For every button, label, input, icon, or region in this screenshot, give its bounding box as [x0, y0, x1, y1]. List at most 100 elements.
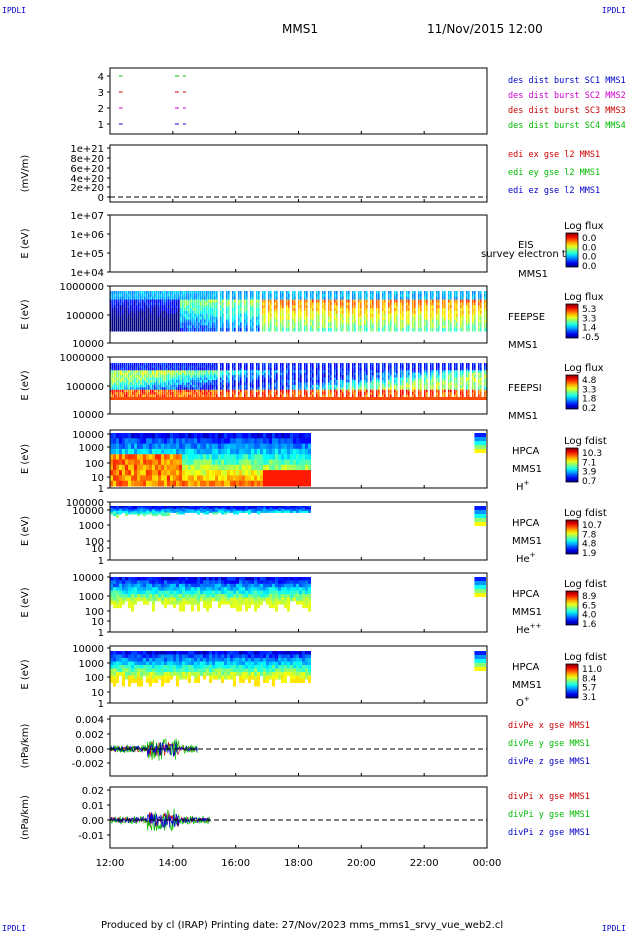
spectrogram-cell	[220, 308, 222, 312]
spectrogram-cell	[376, 365, 378, 369]
spectrogram-cell	[484, 302, 486, 306]
spectrogram-cell	[270, 389, 272, 393]
spectrogram-cell	[124, 291, 126, 295]
spectrogram-cell	[192, 380, 194, 383]
spectrogram-cell	[122, 370, 124, 374]
spectrogram-cell	[444, 316, 446, 321]
spectrogram-cell	[218, 448, 221, 455]
spectrogram-cell	[150, 377, 152, 381]
spectrogram-cell	[122, 394, 124, 398]
spectrogram-cell	[460, 302, 462, 306]
spectrogram-cell	[378, 382, 380, 386]
spectrogram-cell	[146, 507, 149, 510]
spectrogram-cell	[130, 308, 132, 312]
spectrogram-cell	[250, 293, 252, 298]
spectrogram-cell	[424, 375, 426, 379]
spectrogram-cell	[480, 319, 482, 323]
spectrogram-cell	[203, 470, 206, 476]
spectrogram-cell	[155, 433, 158, 439]
spectrogram-cell	[234, 313, 236, 318]
spectrogram-cell	[281, 438, 284, 445]
spectrogram-cell	[226, 375, 228, 379]
spectrogram-cell	[324, 322, 326, 326]
spectrogram-cell	[288, 365, 290, 369]
spectrogram-cell	[134, 377, 136, 381]
spectrogram-cell	[360, 299, 362, 303]
spectrogram-cell	[200, 311, 202, 315]
spectrogram-cell	[348, 311, 350, 315]
spectrogram-cell	[166, 328, 168, 332]
spectrogram-cell	[280, 291, 282, 295]
spectrogram-cell	[186, 370, 188, 374]
spectrogram-cell	[444, 293, 446, 298]
spectrogram-cell	[142, 296, 144, 301]
spectrogram-cell	[206, 392, 208, 396]
spectrogram-cell	[372, 365, 374, 369]
spectrogram-cell	[472, 392, 474, 396]
spectrogram-cell	[456, 380, 458, 383]
spectrogram-cell	[238, 389, 240, 393]
spectrogram-cell	[388, 380, 390, 383]
spectrogram-cell	[472, 299, 474, 303]
spectrogram-cell	[134, 475, 137, 482]
spectrogram-cell	[192, 389, 194, 393]
spectrogram-cell	[200, 372, 202, 376]
spectrogram-cell	[472, 291, 474, 295]
spectrogram-cell	[154, 394, 156, 398]
spectrogram-cell	[370, 311, 372, 315]
spectrogram-cell	[160, 394, 162, 398]
spectrogram-cell	[202, 328, 204, 332]
spectrogram-cell	[432, 302, 434, 306]
spectrogram-cell	[444, 322, 446, 326]
spectrogram-cell	[312, 380, 314, 383]
spectrogram-cell	[131, 438, 134, 445]
y-tick-label: 100000	[66, 311, 104, 322]
spectrogram-cell	[120, 363, 122, 366]
spectrogram-cell	[161, 475, 164, 482]
spectrogram-cell	[116, 506, 119, 509]
spectrogram-cell	[354, 302, 356, 306]
spectrogram-cell	[450, 384, 452, 388]
spectrogram-cell	[212, 475, 215, 482]
spectrogram-cell	[144, 299, 146, 303]
spectrogram-cell	[456, 319, 458, 323]
spectrogram-cell	[484, 293, 486, 298]
spectrogram-cell	[444, 319, 446, 323]
spectrogram-cell	[110, 394, 112, 398]
spectrogram-cell	[152, 316, 154, 321]
spectrogram-cell	[412, 370, 414, 374]
spectrogram-cell	[322, 392, 324, 396]
spectrogram-cell	[258, 296, 260, 301]
spectrogram-cell	[118, 363, 120, 366]
spectrogram-cell	[142, 370, 144, 374]
spectrogram-cell	[484, 319, 486, 323]
spectrogram-cell	[138, 375, 140, 379]
spectrogram-cell	[312, 302, 314, 306]
spectrogram-cell	[432, 392, 434, 396]
spectrogram-cell	[274, 313, 276, 318]
spectrogram-cell	[426, 319, 428, 323]
spectrogram-cell	[179, 475, 182, 482]
colorbar-tick-label: 5.3	[582, 305, 596, 315]
spectrogram-cell	[144, 365, 146, 369]
spectrogram-cell	[306, 377, 308, 381]
spectrogram-cell	[142, 305, 144, 309]
spectrogram-cell	[140, 363, 142, 366]
spectrogram-cell	[296, 454, 299, 460]
spectrogram-cell	[191, 475, 194, 482]
spectrogram-cell	[244, 372, 246, 376]
spectrogram-cell	[414, 311, 416, 315]
spectrogram-cell	[318, 322, 320, 326]
spectrogram-cell	[208, 319, 210, 323]
spectrogram-cell	[336, 377, 338, 381]
spectrogram-cell	[110, 311, 112, 315]
spectrogram-cell	[342, 392, 344, 396]
spectrogram-cell	[358, 372, 360, 376]
spectrogram-cell	[126, 319, 128, 323]
spectrogram-cell	[220, 311, 222, 315]
spectrogram-cell	[472, 319, 474, 323]
spectrogram-cell	[358, 394, 360, 398]
spectrogram-cell	[174, 311, 176, 315]
spectrogram-cell	[330, 328, 332, 332]
spectrogram-cell	[290, 470, 293, 476]
